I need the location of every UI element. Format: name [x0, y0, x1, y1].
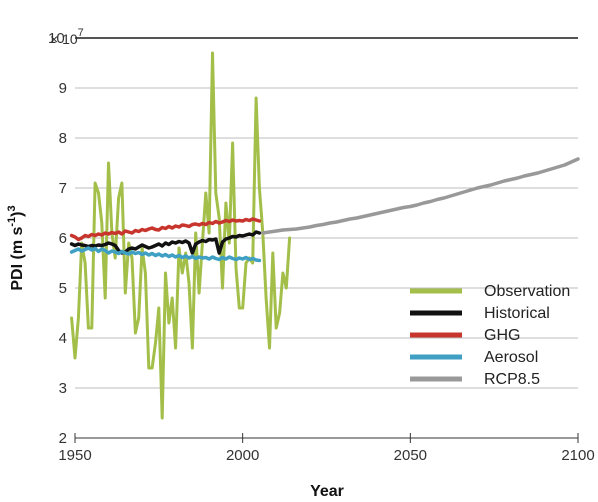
y-axis-title-sup2: 3 [6, 205, 18, 211]
x-tick-label: 2050 [394, 447, 427, 464]
x-tick-label: 1950 [58, 447, 91, 464]
x-tick-label: 2100 [561, 447, 594, 464]
legend-label-ghg: GHG [484, 327, 520, 344]
y-tick-label: 9 [59, 80, 67, 97]
legend-label-observation: Observation [484, 283, 570, 300]
y-tick-label: 6 [59, 230, 67, 247]
legend-label-historical: Historical [484, 305, 550, 322]
y-tick-label: 4 [59, 330, 67, 347]
y-axis-title-close: ) [9, 212, 26, 217]
series-lines [69, 51, 580, 420]
y-tick-label: 10 [48, 30, 65, 47]
series-line-ghg [69, 217, 262, 242]
series-line-aerosol [69, 246, 262, 263]
y-tick-label: 5 [59, 280, 67, 297]
legend-label-aerosol: Aerosol [484, 349, 538, 366]
legend-label-rcp8-5: RCP8.5 [484, 371, 540, 388]
series-line-rcp8-5 [261, 157, 580, 235]
x-axis-title: Year [310, 483, 344, 500]
y-tick-label: 8 [59, 130, 67, 147]
y-multiplier-exp: 7 [78, 27, 84, 39]
y-tick-labels: 2 3 4 5 6 7 8 9 10 [48, 30, 67, 447]
y-axis-title-main: PDI (m s [9, 227, 26, 291]
y-tick-label: 7 [59, 180, 67, 197]
y-axis-title: PDI (m s-1)3 [6, 205, 26, 290]
y-multiplier-base: × 10 [50, 31, 78, 47]
legend: Observation Historical GHG Aerosol RCP8.5 [410, 283, 570, 388]
y-tick-label: 3 [59, 380, 67, 397]
series-line-historical [69, 230, 262, 255]
y-multiplier: × 107 [50, 27, 84, 47]
x-tick-label: 2000 [226, 447, 259, 464]
y-tick-label: 2 [59, 430, 67, 447]
y-axis-title-sup1: -1 [6, 217, 18, 227]
x-tick-labels: 1950 2000 2050 2100 [58, 433, 595, 464]
